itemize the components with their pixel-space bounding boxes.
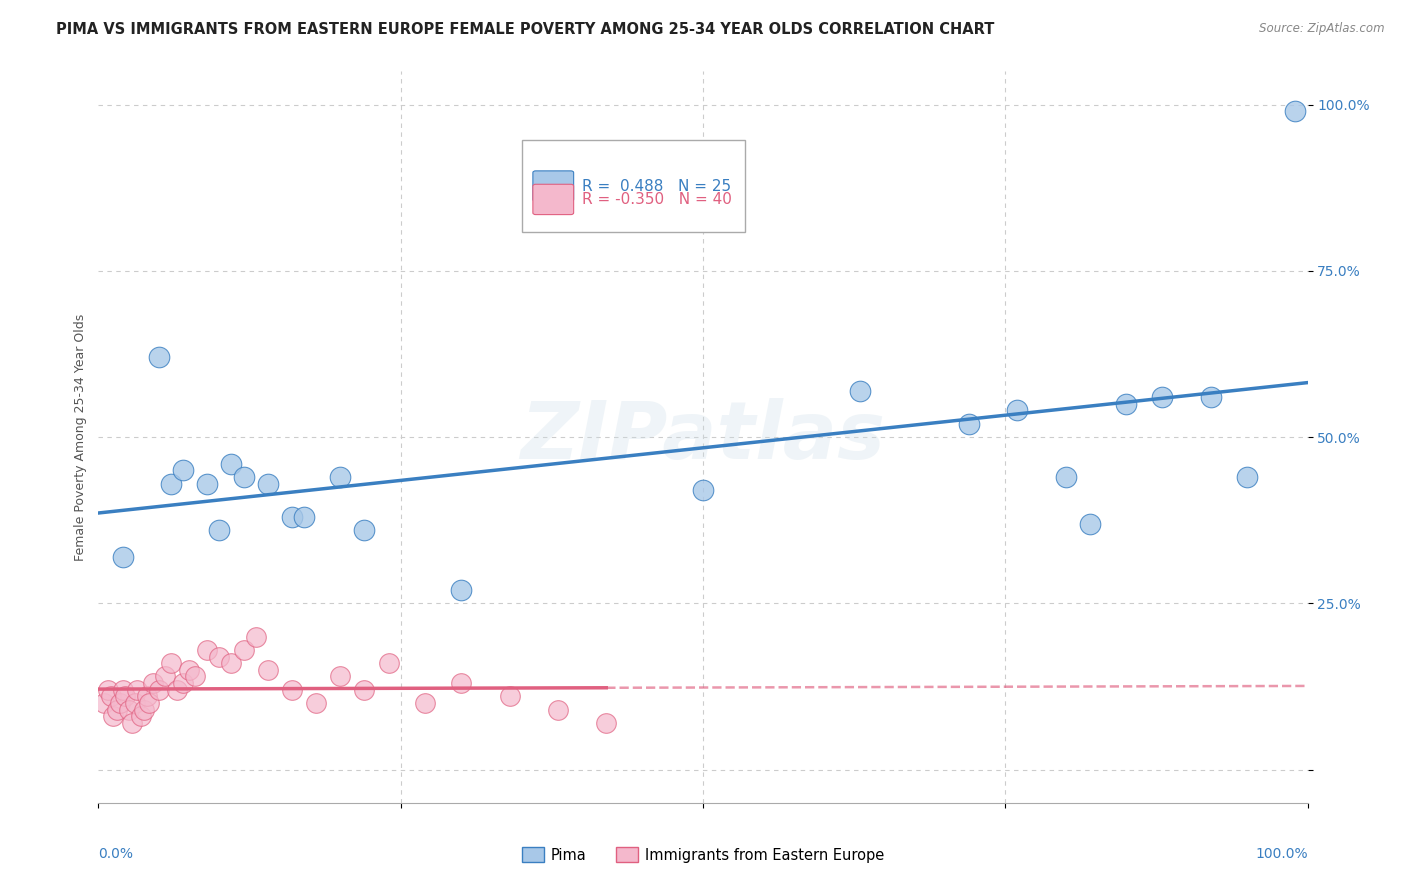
Point: [281, 509, 304, 524]
Point: [849, 384, 872, 398]
Point: [1007, 403, 1029, 417]
Point: [1115, 397, 1137, 411]
Point: [232, 643, 254, 657]
Point: [111, 682, 134, 697]
Point: [127, 682, 149, 697]
Point: [208, 523, 231, 537]
Point: [1152, 390, 1174, 404]
Y-axis label: Female Poverty Among 25-34 Year Olds: Female Poverty Among 25-34 Year Olds: [75, 313, 87, 561]
Point: [160, 476, 183, 491]
Point: [232, 470, 254, 484]
Point: [166, 682, 188, 697]
Point: [450, 676, 472, 690]
Point: [142, 676, 165, 690]
Point: [292, 509, 315, 524]
Point: [692, 483, 714, 498]
Point: [281, 682, 304, 697]
Point: [1078, 516, 1101, 531]
Point: [1284, 104, 1306, 119]
Point: [1236, 470, 1258, 484]
Point: [101, 709, 124, 723]
Point: [160, 656, 183, 670]
Point: [353, 523, 375, 537]
Point: [118, 703, 141, 717]
Point: [148, 682, 170, 697]
Point: [1199, 390, 1222, 404]
Point: [100, 690, 122, 704]
Point: [353, 682, 375, 697]
Point: [329, 669, 352, 683]
Point: [172, 676, 194, 690]
Point: [208, 649, 231, 664]
Point: [108, 696, 131, 710]
Point: [413, 696, 436, 710]
Point: [153, 669, 176, 683]
Point: [195, 643, 218, 657]
Point: [957, 417, 980, 431]
Point: [256, 663, 278, 677]
Point: [305, 696, 328, 710]
Point: [124, 696, 146, 710]
Point: [221, 457, 243, 471]
Point: [221, 656, 243, 670]
Point: [377, 656, 399, 670]
Point: [148, 351, 170, 365]
Text: Source: ZipAtlas.com: Source: ZipAtlas.com: [1260, 22, 1385, 36]
Point: [134, 703, 156, 717]
Text: R = -0.350   N = 40: R = -0.350 N = 40: [582, 192, 733, 207]
Point: [245, 630, 267, 644]
Point: [1054, 470, 1077, 484]
Point: [135, 690, 157, 704]
Point: [121, 716, 143, 731]
Text: ZIPatlas: ZIPatlas: [520, 398, 886, 476]
Point: [129, 709, 152, 723]
Point: [105, 703, 128, 717]
Point: [329, 470, 352, 484]
Text: R =  0.488   N = 25: R = 0.488 N = 25: [582, 178, 731, 194]
Point: [111, 549, 134, 564]
Point: [179, 663, 201, 677]
Point: [595, 716, 617, 731]
Point: [97, 682, 120, 697]
Point: [172, 463, 194, 477]
Point: [93, 696, 115, 710]
Point: [498, 690, 520, 704]
Text: 0.0%: 0.0%: [98, 847, 134, 861]
Point: [256, 476, 278, 491]
Legend: Pima, Immigrants from Eastern Europe: Pima, Immigrants from Eastern Europe: [516, 841, 890, 869]
Point: [114, 690, 136, 704]
Text: PIMA VS IMMIGRANTS FROM EASTERN EUROPE FEMALE POVERTY AMONG 25-34 YEAR OLDS CORR: PIMA VS IMMIGRANTS FROM EASTERN EUROPE F…: [56, 22, 994, 37]
Point: [195, 476, 218, 491]
Point: [184, 669, 207, 683]
Point: [138, 696, 160, 710]
Point: [450, 582, 472, 597]
Point: [547, 703, 569, 717]
Text: 100.0%: 100.0%: [1256, 847, 1308, 861]
